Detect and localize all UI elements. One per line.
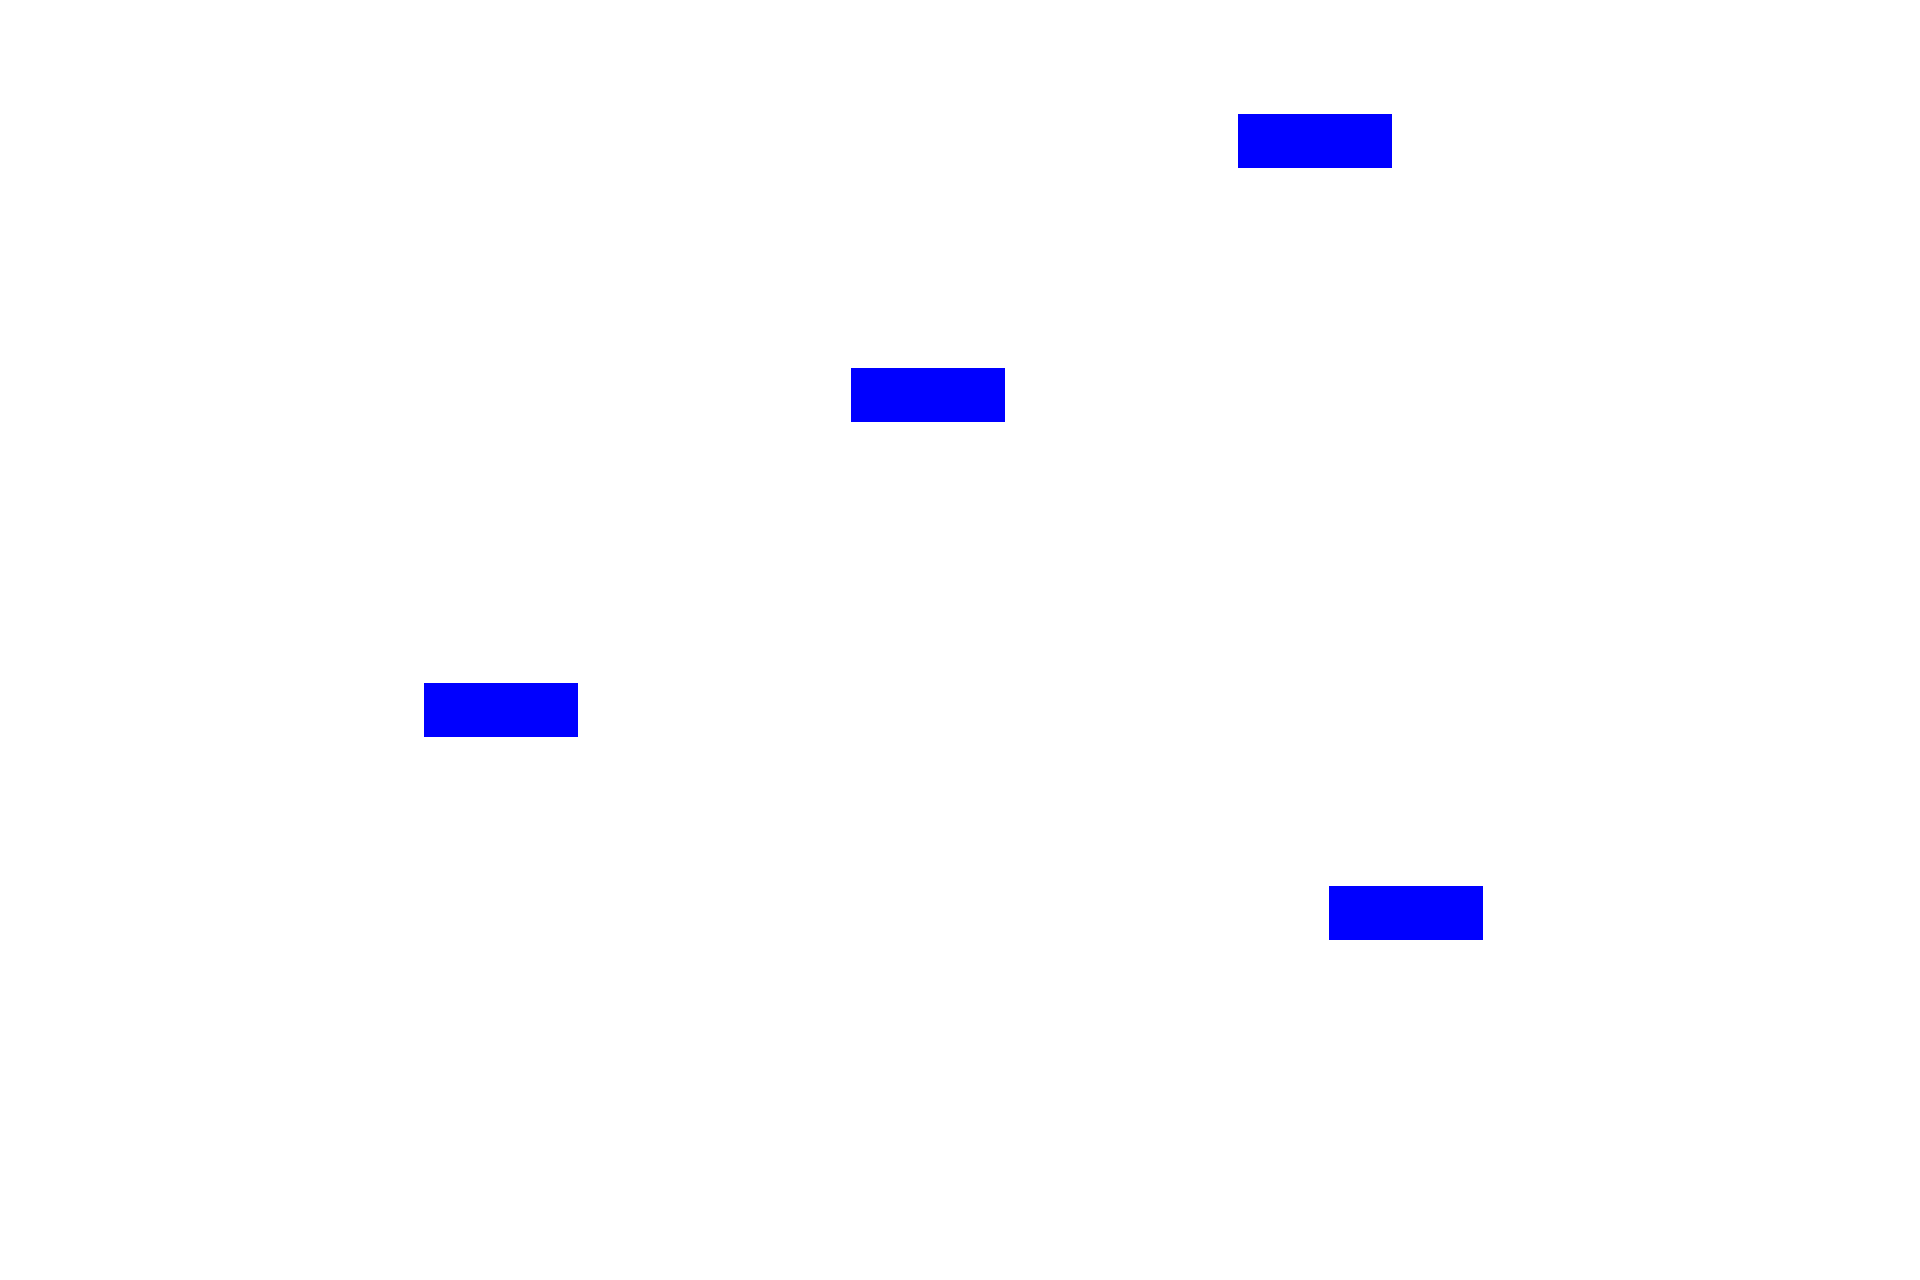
rectangle-2 <box>851 368 1005 422</box>
rectangle-4 <box>1329 886 1483 940</box>
rectangle-1 <box>1238 114 1392 168</box>
rectangle-3 <box>424 683 578 737</box>
